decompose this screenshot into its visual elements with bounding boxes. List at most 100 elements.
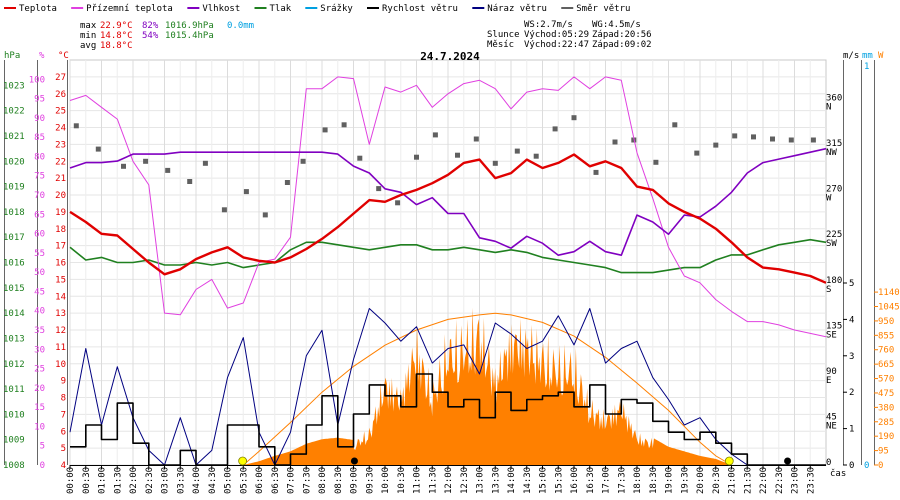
sunrise-marker	[238, 456, 248, 466]
series-lines	[69, 76, 827, 466]
w-tick-label: 760	[878, 346, 894, 356]
c-tick-label: 4	[61, 461, 66, 471]
dir-tick-compass: W	[826, 194, 832, 204]
c-tick-label: 7	[61, 410, 66, 420]
dir-tick-label: 90	[826, 367, 837, 377]
axis-title-c: °C	[58, 51, 69, 61]
wind-direction-point	[300, 158, 306, 164]
solar-radiation-area	[243, 307, 732, 465]
pct-tick-label: 75	[34, 172, 45, 182]
c-tick-label: 5	[61, 444, 66, 454]
mm-tick-label: 0	[864, 461, 869, 471]
teplotaline	[69, 153, 827, 284]
x-tick-label: 04:00	[192, 467, 202, 494]
x-tick-label: 17:30	[617, 467, 627, 494]
c-tick-label: 13	[55, 309, 66, 319]
pct-tick-label: 55	[34, 249, 45, 259]
x-tick-label: 01:00	[98, 467, 108, 494]
x-tick-label: 00:30	[82, 467, 92, 494]
x-tick-label: 16:00	[570, 467, 580, 494]
x-tick-label: 22:30	[775, 467, 785, 494]
x-tick-label: 09:00	[350, 467, 360, 494]
hpa-tick-label: 1012	[3, 360, 25, 370]
dir-tick-compass: SW	[826, 239, 837, 249]
x-tick-label: 00:00	[66, 467, 76, 494]
dir-tick-label: 315	[826, 139, 842, 149]
dir-tick-compass: E	[826, 376, 831, 386]
wind-direction-point	[788, 137, 794, 143]
hpa-tick-label: 1017	[3, 233, 25, 243]
x-tick-label: 07:00	[287, 467, 297, 494]
ms-tick-label: 4	[849, 315, 854, 325]
stat-sunrise: Východ:05:29	[524, 30, 589, 40]
w-tick-label: 950	[878, 317, 894, 327]
ms-tick-label: 1	[849, 425, 854, 435]
legend-label: Směr větru	[576, 4, 630, 14]
stat-min-press: 1015.4hPa	[165, 31, 214, 41]
wind-direction-point	[202, 160, 208, 166]
rychlost-v-truline	[70, 373, 826, 466]
wind-direction-point	[341, 122, 347, 128]
wind-direction-point	[473, 136, 479, 142]
w-tick-label: 190	[878, 432, 894, 442]
legend-label: Náraz větru	[487, 4, 547, 14]
pct-tick-label: 0	[40, 461, 45, 471]
x-tick-label: 14:00	[507, 467, 517, 494]
x-tick-label: 12:00	[444, 467, 454, 494]
stat-min-temp: 14.8°C	[100, 31, 133, 41]
axis-title-w: W	[878, 51, 884, 61]
w-tick-label: 95	[878, 447, 889, 457]
hpa-tick-label: 1015	[3, 284, 25, 294]
c-tick-label: 23	[55, 140, 66, 150]
pct-tick-label: 60	[34, 230, 45, 240]
hpa-tick-label: 1009	[3, 436, 25, 446]
legend: Teplota Přízemní teplota Vlhkost Tlak Srážky…	[4, 4, 630, 14]
c-tick-label: 8	[61, 394, 66, 404]
x-tick-label: 01:30	[113, 467, 123, 494]
c-tick-label: 12	[55, 326, 66, 336]
dir-tick-compass: S	[826, 285, 831, 295]
c-tick-label: 25	[55, 107, 66, 117]
stats-block: max 22.9°C 82% 1016.9hPa 0.0mm min 14.8°…	[80, 20, 652, 51]
dir-tick-label: 225	[826, 230, 842, 240]
pct-tick-label: 80	[34, 152, 45, 162]
pct-tick-label: 15	[34, 403, 45, 413]
stat-ws: WS:2.7m/s	[524, 20, 573, 30]
x-tick-label: 07:30	[302, 467, 312, 494]
x-tick-label: 06:00	[255, 467, 265, 494]
wind-direction-point	[95, 146, 101, 152]
wind-direction-point	[533, 153, 539, 159]
x-tick-label: 18:30	[649, 467, 659, 494]
axis-title-x: čas	[830, 468, 846, 479]
c-tick-label: 22	[55, 157, 66, 167]
hpa-tick-label: 1020	[3, 157, 25, 167]
moonrise-marker	[784, 457, 792, 465]
x-tick-label: 18:00	[633, 467, 643, 494]
tlakline	[69, 238, 827, 274]
c-tick-label: 27	[55, 73, 66, 83]
wind-direction-point	[810, 137, 816, 143]
pct-tick-label: 10	[34, 422, 45, 432]
wind-direction-point	[243, 189, 249, 195]
x-tick-label: 10:00	[381, 467, 391, 494]
stat-max-temp: 22.9°C	[100, 21, 133, 31]
x-tick-label: 04:30	[208, 467, 218, 494]
dir-tick-label: 45	[826, 412, 837, 422]
wind-direction-point	[262, 212, 268, 218]
dir-tick-label: 360	[826, 94, 842, 104]
wind-direction-point	[73, 123, 79, 129]
x-tick-label: 03:00	[161, 467, 171, 494]
wind-direction-point	[571, 115, 577, 121]
pct-tick-label: 100	[29, 75, 45, 85]
ms-tick-label: 2	[849, 388, 854, 398]
wind-direction-point	[165, 167, 171, 173]
wind-direction-point	[357, 155, 363, 161]
ms-tick-label: 0	[849, 461, 854, 471]
wind-direction-point	[612, 139, 618, 145]
c-tick-label: 18	[55, 225, 66, 235]
wind-direction-point	[395, 200, 401, 206]
c-tick-label: 19	[55, 208, 66, 218]
wind-direction-point	[492, 160, 498, 166]
legend-label: Tlak	[270, 4, 292, 14]
